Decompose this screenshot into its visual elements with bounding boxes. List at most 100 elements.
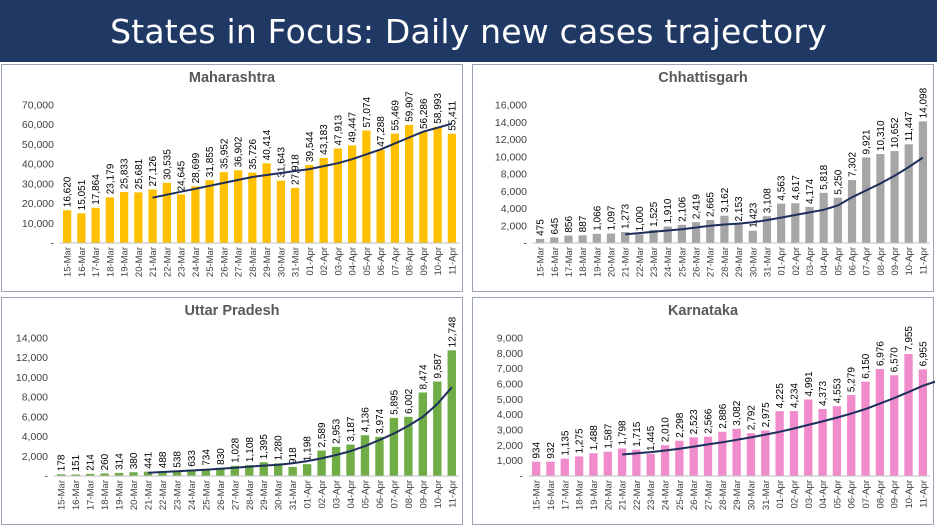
bar (904, 144, 913, 243)
data-label: 1,525 (649, 201, 660, 226)
x-tick-label: 20-Mar (129, 480, 140, 510)
bar (100, 473, 109, 476)
bar (649, 229, 658, 243)
data-label: 538 (172, 451, 183, 468)
bar (734, 224, 743, 243)
x-tick-label: 29-Mar (734, 247, 745, 277)
bar (119, 192, 129, 243)
data-label: 2,566 (704, 408, 715, 433)
y-tick-label: - (524, 238, 528, 250)
bar (259, 462, 268, 476)
data-label: 934 (532, 442, 543, 459)
data-label: 1,097 (606, 205, 617, 230)
x-tick-label: 29-Mar (259, 480, 270, 510)
data-label: 856 (564, 215, 575, 232)
x-tick-label: 09-Apr (890, 247, 901, 276)
bar (331, 446, 341, 476)
data-label: 1,445 (646, 425, 657, 450)
bar (832, 406, 842, 476)
x-tick-label: 15-Mar (532, 480, 543, 510)
x-tick-label: 16-Mar (546, 480, 557, 510)
x-tick-label: 15-Mar (57, 480, 68, 510)
data-label: 16,620 (63, 176, 74, 207)
bar (904, 354, 913, 476)
bar (606, 233, 616, 243)
data-label: 25,833 (120, 158, 131, 189)
data-label: 2,665 (706, 192, 717, 217)
bar (245, 465, 254, 476)
y-tick-label: 4,000 (501, 203, 527, 215)
bar (274, 463, 283, 476)
x-tick-label: 10-Apr (433, 480, 444, 509)
x-tick-label: 03-Apr (333, 247, 344, 276)
data-label: 56,286 (419, 98, 430, 129)
data-label: 4,553 (832, 378, 843, 403)
data-label: 830 (216, 448, 227, 465)
bar (333, 148, 343, 243)
data-label: 4,136 (360, 407, 371, 432)
y-tick-label: 2,000 (501, 220, 527, 232)
bar (219, 172, 229, 243)
y-tick-label: 2,000 (22, 451, 48, 463)
data-label: 1,135 (560, 430, 571, 455)
bar (418, 392, 428, 476)
data-label: 3,108 (762, 188, 773, 213)
bar (129, 472, 138, 476)
bar (703, 436, 713, 476)
x-tick-label: 25-Mar (205, 247, 216, 277)
data-label: 1,198 (303, 436, 314, 461)
data-label: 6,002 (404, 388, 415, 413)
bar (433, 126, 442, 243)
x-tick-label: 02-Apr (791, 247, 802, 276)
data-label: 1,715 (632, 421, 643, 446)
y-tick-label: 40,000 (22, 159, 54, 171)
bar (105, 197, 115, 243)
data-label: 380 (129, 452, 140, 469)
data-label: 1,488 (589, 425, 600, 450)
bar (862, 157, 871, 243)
data-label: 15,051 (77, 179, 88, 210)
x-tick-label: 28-Mar (720, 247, 731, 277)
bar (85, 473, 95, 476)
bar (158, 471, 167, 476)
x-tick-label: 11-Apr (918, 480, 929, 508)
bar (114, 472, 124, 476)
data-label: 59,907 (405, 91, 416, 122)
y-tick-label: 6,000 (497, 379, 523, 391)
data-label: 27,918 (291, 154, 302, 185)
x-tick-label: 30-Mar (748, 247, 759, 277)
y-tick-label: 3,000 (497, 425, 523, 437)
bar (819, 192, 828, 243)
data-label: 918 (288, 447, 299, 464)
bar (71, 474, 80, 476)
data-label: 9,587 (433, 353, 444, 378)
data-label: 5,818 (819, 164, 830, 189)
x-tick-label: 30-Mar (276, 247, 287, 277)
x-tick-label: 07-Apr (390, 247, 401, 276)
x-tick-label: 04-Apr (818, 480, 829, 509)
x-tick-label: 17-Mar (564, 247, 575, 277)
data-label: 475 (536, 219, 547, 236)
data-label: 2,419 (692, 194, 703, 219)
data-label: 3,974 (375, 408, 386, 433)
data-label: 40,414 (262, 129, 273, 160)
data-label: 2,010 (661, 417, 672, 442)
data-label: 35,726 (248, 139, 259, 170)
bar (390, 133, 400, 243)
data-label: 17,864 (91, 174, 102, 205)
x-tick-label: 25-Mar (675, 480, 686, 510)
x-tick-label: 23-Mar (646, 480, 657, 510)
x-tick-label: 19-Mar (115, 480, 126, 510)
x-tick-label: 05-Apr (832, 480, 843, 509)
data-label: 932 (546, 442, 557, 459)
data-label: 1,028 (230, 437, 241, 462)
x-tick-label: 28-Mar (245, 480, 256, 510)
data-label: 1,108 (245, 437, 256, 462)
bar (419, 132, 428, 243)
y-tick-label: 50,000 (22, 139, 54, 151)
x-tick-label: 25-Mar (201, 480, 212, 510)
x-tick-label: 15-Mar (536, 247, 547, 277)
data-label: 47,913 (333, 115, 344, 146)
bar (564, 235, 573, 243)
x-tick-label: 31-Mar (762, 247, 773, 277)
